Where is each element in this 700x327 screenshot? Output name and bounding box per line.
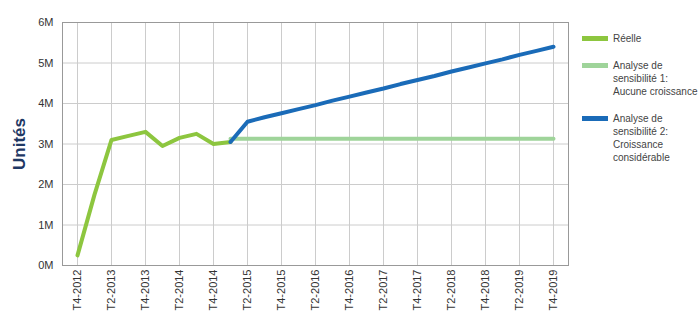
svg-text:T2-2019: T2-2019 [513, 270, 525, 311]
svg-text:T2-2014: T2-2014 [173, 270, 185, 311]
html-text:Analyse de sensibilité 1: Aucu: Analyse de sensibilité 1: Aucune croissa… [613, 60, 698, 97]
html-text:Analyse de sensibilité 2: Croi: Analyse de sensibilité 2: Croissance con… [613, 113, 670, 163]
svg-text:1M: 1M [38, 219, 53, 231]
svg-text:T4-2013: T4-2013 [139, 270, 151, 311]
svg-text:3M: 3M [38, 138, 53, 150]
svg-text:T2-2016: T2-2016 [309, 270, 321, 311]
svg-text:T2-2018: T2-2018 [445, 270, 457, 311]
svg-text:T2-2013: T2-2013 [105, 270, 117, 311]
html-text:Réelle: Réelle [613, 33, 642, 44]
svg-text:T4-2012: T4-2012 [71, 270, 83, 311]
svg-text:T4-2015: T4-2015 [275, 270, 287, 311]
svg-text:T4-2016: T4-2016 [343, 270, 355, 311]
svg-text:4M: 4M [38, 97, 53, 109]
svg-text:2M: 2M [38, 178, 53, 190]
svg-text:6M: 6M [38, 16, 53, 28]
svg-text:T4-2014: T4-2014 [207, 270, 219, 311]
svg-text:T2-2015: T2-2015 [241, 270, 253, 311]
svg-text:T4-2017: T4-2017 [411, 270, 423, 311]
svg-text:T4-2019: T4-2019 [547, 270, 559, 311]
svg-text:T4-2018: T4-2018 [479, 270, 491, 311]
svg-text:5M: 5M [38, 57, 53, 69]
svg-text:0M: 0M [38, 259, 53, 271]
svg-text:T2-2017: T2-2017 [377, 270, 389, 311]
svg-text:Unités: Unités [10, 118, 29, 170]
